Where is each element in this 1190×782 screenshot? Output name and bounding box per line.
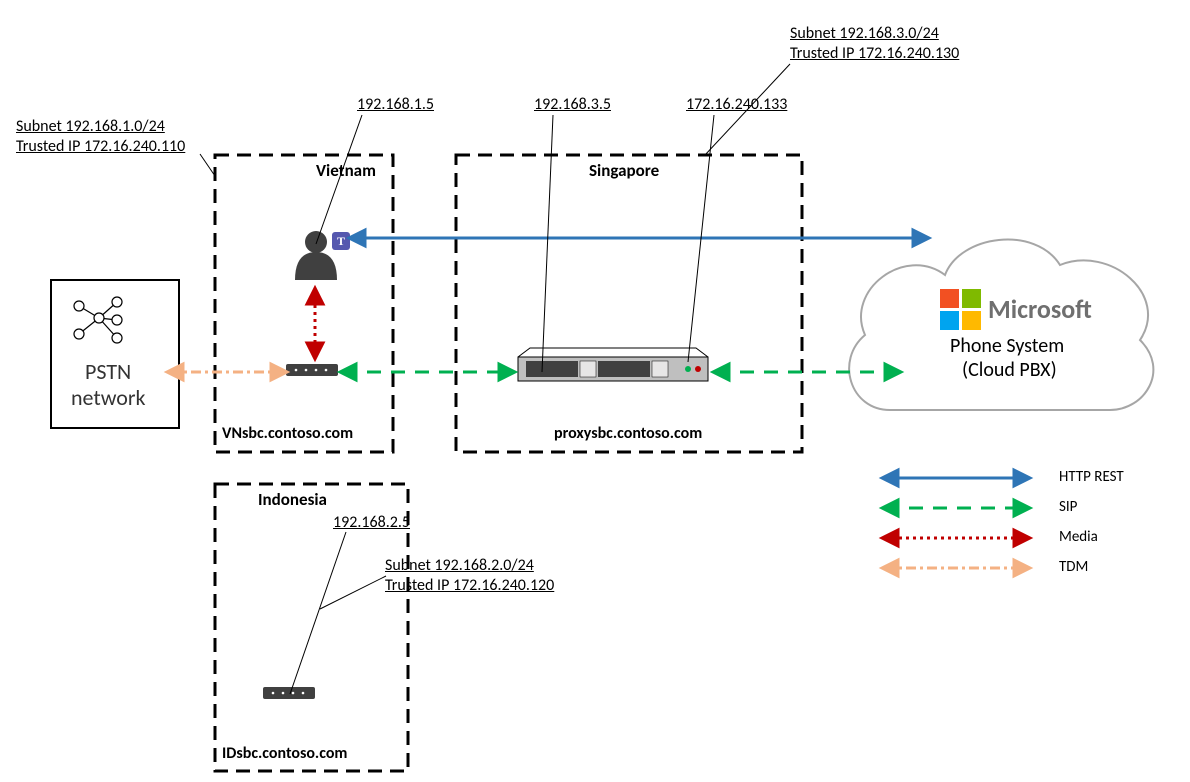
- id-subnet-label: Subnet 192.168.2.0/24: [385, 556, 534, 575]
- pstn-label-1: PSTN: [85, 358, 131, 385]
- vn-subnet-label: Subnet 192.168.1.0/24: [16, 117, 165, 136]
- vietnam-title: Vietnam: [316, 160, 376, 181]
- sg-sbc-hostname: proxysbc.contoso.com: [554, 424, 702, 443]
- singapore-title: Singapore: [589, 160, 659, 181]
- phone-system-label: Phone System: [950, 334, 1064, 358]
- legend-0: HTTP REST: [1059, 468, 1124, 486]
- legend-3: TDM: [1059, 558, 1088, 576]
- sg-proxy-ip-label: 192.168.3.5: [534, 95, 611, 114]
- id-ip-label: 192.168.2.5: [333, 513, 410, 532]
- id-sbc-hostname: IDsbc.contoso.com: [222, 744, 347, 763]
- legend-2: Media: [1059, 528, 1098, 546]
- vn-user-ip-label: 192.168.1.5: [357, 95, 434, 114]
- cloud-pbx-label: (Cloud PBX): [962, 358, 1057, 382]
- vn-trusted-label: Trusted IP 172.16.240.110: [16, 137, 185, 156]
- legend-1: SIP: [1059, 498, 1077, 516]
- id-trusted-label: Trusted IP 172.16.240.120: [385, 576, 554, 595]
- vn-sbc-hostname: VNsbc.contoso.com: [222, 424, 353, 443]
- microsoft-brand: Microsoft: [988, 293, 1092, 325]
- sg-trusted-label: Trusted IP 172.16.240.130: [790, 44, 959, 63]
- pstn-label-2: network: [71, 384, 146, 411]
- svg-text:T: T: [337, 234, 345, 248]
- sg-wan-ip-label: 172.16.240.133: [686, 95, 787, 114]
- indonesia-title: Indonesia: [258, 489, 327, 510]
- sg-subnet-label: Subnet 192.168.3.0/24: [790, 24, 939, 43]
